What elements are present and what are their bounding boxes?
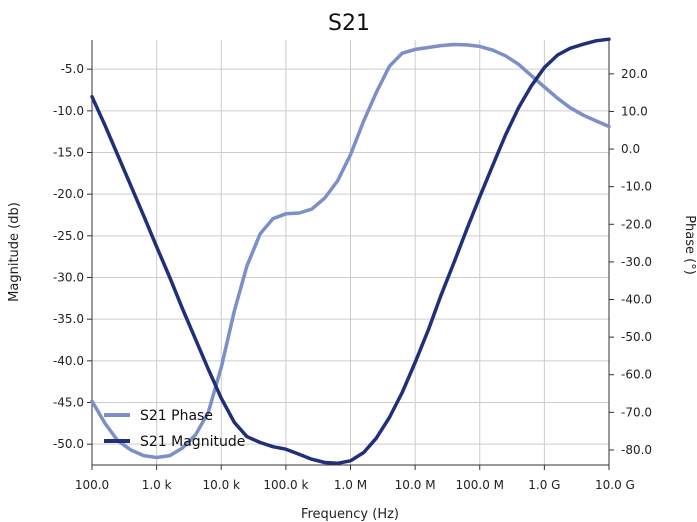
y-tick-label: -45.0	[53, 396, 84, 410]
y-tick-label: -50.0	[53, 437, 84, 451]
legend-label-s21-magnitude: S21 Magnitude	[140, 434, 245, 450]
x-tick-label: 100.0 k	[263, 478, 308, 492]
y-tick-label: -40.0	[53, 354, 84, 368]
y2-tick-label: 10.0	[621, 104, 648, 118]
x-tick-label: 1.0 M	[334, 478, 367, 492]
chart-title: S21	[328, 11, 370, 36]
legend: S21 Phase S21 Magnitude	[104, 408, 245, 450]
y-tick-label: -35.0	[53, 312, 84, 326]
y2-tick-label: -30.0	[621, 255, 652, 269]
x-tick-label: 10.0 G	[595, 478, 635, 492]
x-axis-title: Frequency (Hz)	[301, 507, 399, 522]
y-tick-label: -30.0	[53, 271, 84, 285]
y-tick-label: -15.0	[53, 146, 84, 160]
x-tick-label: 1.0 k	[142, 478, 172, 492]
x-tick-label: 10.0 M	[395, 478, 436, 492]
y2-tick-label: -80.0	[621, 443, 652, 457]
series-lines	[90, 37, 611, 466]
y2-tick-label: 0.0	[621, 142, 640, 156]
x-tick-label: 100.0	[75, 478, 109, 492]
x-tick-label: 100.0 M	[455, 478, 504, 492]
y2-tick-label: -70.0	[621, 405, 652, 419]
axes: 100.0 1.0 k 10.0 k 100.0 k 1.0 M 10.0 M 100.0 …	[53, 40, 652, 492]
y2-tick-label: -20.0	[621, 217, 652, 231]
y-tick-label: -5.0	[61, 62, 84, 76]
y-axis-title: Magnitude (db)	[7, 202, 22, 302]
series-line-s21-phase	[90, 42, 611, 460]
y-tick-label: -10.0	[53, 104, 84, 118]
y-tick-label: -25.0	[53, 229, 84, 243]
y2-tick-label: 20.0	[621, 67, 648, 81]
y2-tick-label: -50.0	[621, 330, 652, 344]
y2-axis-title: Phase (°)	[682, 215, 697, 275]
x-tick-label: 1.0 G	[528, 478, 560, 492]
y-tick-label: -20.0	[53, 187, 84, 201]
series-line-s21-magnitude	[90, 37, 611, 466]
y2-tick-label: -10.0	[621, 180, 652, 194]
x-tick-label: 10.0 k	[203, 478, 241, 492]
y2-tick-label: -60.0	[621, 368, 652, 382]
y2-tick-label: -40.0	[621, 293, 652, 307]
legend-label-s21-phase: S21 Phase	[140, 408, 213, 424]
